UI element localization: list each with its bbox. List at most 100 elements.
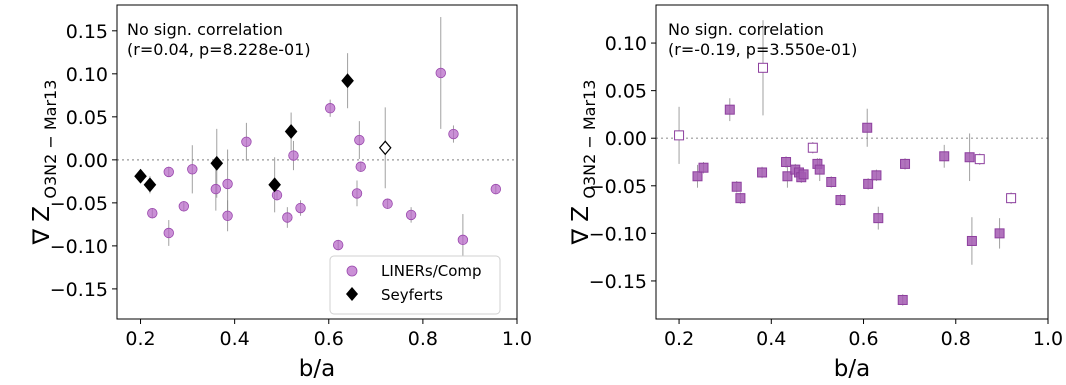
right-square-point — [757, 167, 768, 178]
left-y-tick-label: 0.05 — [66, 107, 108, 129]
left-y-tick-label: −0.05 — [50, 193, 108, 215]
right-square-point — [814, 164, 825, 175]
left-circle-point — [490, 183, 502, 195]
right-error-bars — [678, 20, 1012, 306]
left-x-tick-label: 0.6 — [314, 328, 344, 350]
right-square-point — [862, 122, 873, 133]
left-annotation-line1: No sign. correlation — [127, 20, 283, 39]
left-diamond-point — [143, 177, 157, 193]
right-square-point — [964, 152, 975, 163]
left-circle-point — [187, 164, 198, 175]
right-plot-frame — [655, 4, 1049, 320]
right-square-point — [873, 213, 884, 224]
left-x-tick-label: 0.2 — [125, 328, 155, 350]
legend-seyfert-marker — [346, 287, 358, 301]
left-y-tick-label: 0.10 — [66, 64, 108, 86]
left-circle-point — [222, 178, 233, 190]
legend: LINERs/Comp Seyferts — [329, 255, 501, 315]
left-circle-point — [382, 198, 393, 209]
right-square-point — [731, 181, 742, 192]
left-circle-point — [435, 67, 446, 79]
left-x-tick-label: 1.0 — [502, 328, 532, 350]
left-diamond-point — [284, 124, 298, 139]
left-circle-point — [295, 202, 306, 214]
left-x-tick-label: 0.8 — [408, 328, 438, 350]
legend-liner-marker — [346, 265, 358, 277]
left-axis-ticks: 0.2 0.4 0.6 0.8 1.0 0.15 0.10 0.05 0.00 −0.05 −0.1… — [50, 21, 532, 350]
right-y-tick-label: −0.15 — [589, 271, 647, 293]
right-square-point — [782, 171, 793, 182]
right-open-square-point — [674, 130, 685, 141]
right-y-tick-label: 0.05 — [605, 81, 647, 103]
left-circle-point — [241, 136, 252, 147]
left-diamond-point — [268, 177, 281, 193]
right-annotation-line2: (r=-0.19, p=3.550e-01) — [668, 40, 857, 59]
right-open-square-point — [974, 154, 985, 165]
left-circle-point — [405, 209, 417, 221]
left-plot-frame — [116, 4, 518, 320]
legend-seyfert-label: Seyferts — [381, 286, 443, 304]
right-x-tick-label: 0.2 — [664, 328, 694, 350]
left-circle-point — [271, 189, 283, 201]
right-open-square-point — [757, 62, 768, 73]
left-diamond-point — [210, 155, 224, 171]
legend-liner-label: LINERs/Comp — [381, 262, 482, 280]
right-square-point — [698, 162, 709, 173]
right-square-point — [781, 157, 792, 167]
left-circle-point — [210, 183, 222, 195]
left-y-axis-label: ∇ Z O3N2 − Mar13 — [29, 80, 60, 246]
right-y-axis-label: ∇ Z O3N2 − Mar13 — [568, 80, 599, 246]
left-scatter-panel: 0.2 0.4 0.6 0.8 1.0 0.15 0.10 0.05 0.00 −0.05 −0.1… — [29, 4, 532, 382]
left-y-tick-label: −0.10 — [50, 236, 108, 258]
right-square-point — [863, 178, 874, 189]
right-square-point — [798, 169, 809, 180]
left-circle-point — [163, 227, 174, 239]
right-square-point — [735, 193, 746, 204]
left-circle-point — [178, 201, 190, 212]
right-x-tick-label: 0.8 — [941, 328, 971, 350]
right-square-point — [835, 195, 846, 206]
left-diamond-point — [134, 168, 147, 184]
left-circle-point — [282, 212, 293, 223]
right-x-tick-label: 0.6 — [848, 328, 878, 350]
left-annotation-line2: (r=0.04, p=8.228e-01) — [127, 40, 311, 59]
right-square-point — [900, 158, 911, 169]
right-y-tick-label: 0.10 — [605, 33, 647, 55]
left-data-points — [134, 67, 502, 251]
left-circle-point — [448, 128, 459, 140]
right-open-square-point — [807, 142, 818, 153]
right-x-axis-label: b/a — [834, 356, 870, 382]
left-y-tick-label: 0.00 — [66, 150, 108, 172]
right-square-point — [692, 171, 703, 182]
left-circle-point — [222, 210, 233, 221]
right-axis-ticks: 0.2 0.4 0.6 0.8 1.0 0.10 0.05 0.00 −0.05 −0.10 −0.… — [589, 33, 1063, 350]
right-square-point — [826, 176, 837, 187]
right-square-point — [871, 170, 882, 181]
right-square-point — [939, 151, 950, 162]
left-circle-point — [324, 103, 336, 114]
left-circle-point — [354, 134, 365, 146]
left-open-diamond-point — [378, 140, 392, 156]
right-square-point — [897, 294, 908, 305]
right-square-point — [994, 228, 1005, 239]
left-circle-point — [351, 188, 363, 199]
left-circle-point — [457, 234, 469, 246]
right-annotation-line1: No sign. correlation — [668, 20, 824, 39]
left-x-tick-label: 0.4 — [220, 328, 250, 350]
right-y-tick-label: 0.00 — [605, 128, 647, 150]
right-y-axis-label-main: ∇ Z — [568, 206, 594, 245]
right-scatter-panel: 0.2 0.4 0.6 0.8 1.0 0.10 0.05 0.00 −0.05 −0.10 −0.… — [568, 4, 1063, 382]
right-data-points — [674, 62, 1017, 305]
right-y-tick-label: −0.05 — [589, 176, 647, 198]
left-circle-point — [163, 166, 174, 178]
left-diamond-point — [341, 73, 354, 89]
left-y-axis-label-sub: O3N2 − Mar13 — [41, 80, 60, 199]
right-y-axis-label-sub: O3N2 − Mar13 — [580, 80, 599, 199]
left-circle-point — [332, 239, 344, 251]
left-y-tick-label: −0.15 — [50, 279, 108, 301]
left-y-axis-label-main: ∇ Z — [29, 206, 55, 245]
right-y-tick-label: −0.10 — [589, 223, 647, 245]
legend-box — [329, 255, 501, 315]
left-circle-point — [147, 207, 158, 219]
